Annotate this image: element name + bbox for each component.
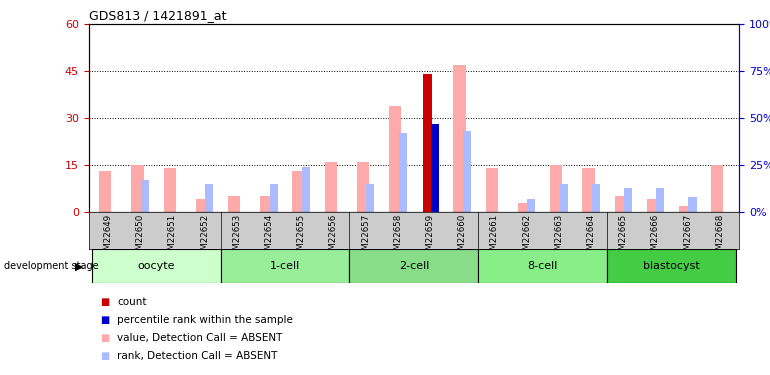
Bar: [163, 168, 176, 212]
Bar: [302, 167, 310, 212]
Text: rank, Detection Call = ABSENT: rank, Detection Call = ABSENT: [117, 351, 277, 361]
Text: GSM22652: GSM22652: [200, 214, 209, 261]
Text: GSM22656: GSM22656: [329, 214, 338, 261]
Bar: [688, 197, 697, 212]
Text: GSM22663: GSM22663: [554, 214, 564, 261]
Bar: [527, 199, 535, 212]
Bar: [325, 162, 337, 212]
Text: GSM22665: GSM22665: [619, 214, 628, 261]
Bar: [478, 249, 607, 283]
Bar: [424, 74, 432, 212]
Text: oocyte: oocyte: [137, 261, 175, 271]
Bar: [389, 106, 401, 212]
Text: value, Detection Call = ABSENT: value, Detection Call = ABSENT: [117, 333, 283, 343]
Bar: [357, 162, 369, 212]
Bar: [293, 171, 305, 212]
Bar: [367, 184, 374, 212]
Bar: [99, 171, 112, 212]
Bar: [463, 131, 471, 212]
Bar: [518, 202, 531, 212]
Bar: [141, 180, 149, 212]
Bar: [399, 133, 407, 212]
Bar: [624, 188, 632, 212]
Text: GSM22660: GSM22660: [457, 214, 467, 261]
Bar: [656, 188, 665, 212]
Bar: [592, 184, 600, 212]
Text: GSM22666: GSM22666: [651, 214, 660, 261]
Bar: [270, 184, 278, 212]
Bar: [206, 184, 213, 212]
Text: 8-cell: 8-cell: [527, 261, 558, 271]
Text: ■: ■: [100, 297, 109, 307]
Text: count: count: [117, 297, 146, 307]
Text: GDS813 / 1421891_at: GDS813 / 1421891_at: [89, 9, 226, 22]
Bar: [350, 249, 478, 283]
Bar: [228, 196, 240, 212]
Bar: [221, 249, 350, 283]
Text: 1-cell: 1-cell: [270, 261, 300, 271]
Text: ▶: ▶: [75, 261, 83, 271]
Bar: [607, 249, 736, 283]
Text: GSM22651: GSM22651: [168, 214, 177, 261]
Text: percentile rank within the sample: percentile rank within the sample: [117, 315, 293, 325]
Text: ■: ■: [100, 351, 109, 361]
Bar: [486, 168, 498, 212]
Text: ■: ■: [100, 333, 109, 343]
Bar: [614, 196, 627, 212]
Bar: [132, 165, 144, 212]
Bar: [679, 206, 691, 212]
Bar: [260, 196, 273, 212]
Bar: [196, 200, 208, 212]
Bar: [560, 184, 567, 212]
Text: GSM22658: GSM22658: [393, 214, 402, 261]
Bar: [582, 168, 594, 212]
Text: GSM22659: GSM22659: [426, 214, 434, 261]
Text: GSM22649: GSM22649: [103, 214, 112, 261]
Text: GSM22664: GSM22664: [587, 214, 595, 261]
Text: GSM22668: GSM22668: [715, 214, 725, 261]
Text: ■: ■: [100, 315, 109, 325]
Text: development stage: development stage: [4, 261, 99, 271]
Text: GSM22653: GSM22653: [233, 214, 241, 261]
Text: GSM22654: GSM22654: [264, 214, 273, 261]
Text: blastocyst: blastocyst: [643, 261, 700, 271]
Text: GSM22662: GSM22662: [522, 214, 531, 261]
Text: GSM22661: GSM22661: [490, 214, 499, 261]
Bar: [430, 124, 439, 212]
Text: GSM22657: GSM22657: [361, 214, 370, 261]
Text: 2-cell: 2-cell: [399, 261, 429, 271]
Bar: [454, 65, 466, 212]
Bar: [711, 165, 724, 212]
Bar: [647, 200, 659, 212]
Bar: [550, 165, 562, 212]
Text: GSM22667: GSM22667: [683, 214, 692, 261]
Text: GSM22655: GSM22655: [296, 214, 306, 261]
Bar: [92, 249, 221, 283]
Text: GSM22650: GSM22650: [136, 214, 145, 261]
